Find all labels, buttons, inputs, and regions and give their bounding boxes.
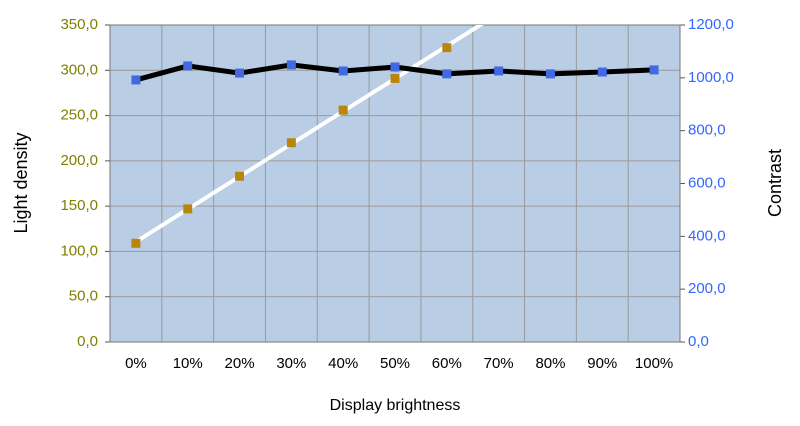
x-tick-label: 50% (380, 355, 410, 372)
y-axis-title: Light density (11, 132, 31, 233)
marker (183, 61, 193, 71)
marker (494, 66, 504, 76)
marker (131, 75, 141, 85)
marker (338, 66, 348, 76)
y-tick-label: 100,0 (60, 242, 98, 259)
marker (442, 69, 452, 79)
x-tick-label: 40% (328, 355, 358, 372)
x-tick-label: 20% (225, 355, 255, 372)
marker (131, 238, 141, 248)
x-axis-title: Display brightness (330, 397, 461, 414)
x-tick-label: 60% (432, 355, 462, 372)
marker (442, 43, 452, 53)
y-tick-label: 200,0 (60, 152, 98, 169)
plot-frame (109, 24, 681, 343)
y2-tick-label: 1200,0 (688, 16, 734, 33)
y2-tick-label: 600,0 (688, 174, 726, 191)
y2-tick-label: 400,0 (688, 227, 726, 244)
marker (235, 171, 245, 181)
y2-tick-label: 0,0 (688, 333, 709, 350)
x-tick-label: 90% (587, 355, 617, 372)
x-tick-label: 0% (125, 355, 147, 372)
x-tick-label: 30% (276, 355, 306, 372)
marker (286, 138, 296, 148)
x-tick-label: 100% (635, 355, 673, 372)
y2-tick-label: 1000,0 (688, 69, 734, 86)
marker (235, 68, 245, 78)
y2-tick-label: 800,0 (688, 122, 726, 139)
y-tick-label: 150,0 (60, 197, 98, 214)
y-tick-label: 250,0 (60, 107, 98, 124)
y-tick-label: 300,0 (60, 61, 98, 78)
y-tick-label: 350,0 (60, 16, 98, 33)
y2-axis-title: Contrast (765, 149, 785, 217)
marker (545, 69, 555, 79)
marker (390, 73, 400, 83)
marker (286, 60, 296, 70)
y2-tick-label: 200,0 (688, 280, 726, 297)
marker (183, 204, 193, 214)
x-tick-label: 80% (535, 355, 565, 372)
x-tick-label: 10% (173, 355, 203, 372)
marker (649, 65, 659, 75)
y-tick-label: 0,0 (77, 333, 98, 350)
marker (338, 105, 348, 115)
y-tick-label: 50,0 (69, 288, 98, 305)
marker (597, 67, 607, 77)
marker (390, 62, 400, 72)
x-tick-label: 70% (484, 355, 514, 372)
